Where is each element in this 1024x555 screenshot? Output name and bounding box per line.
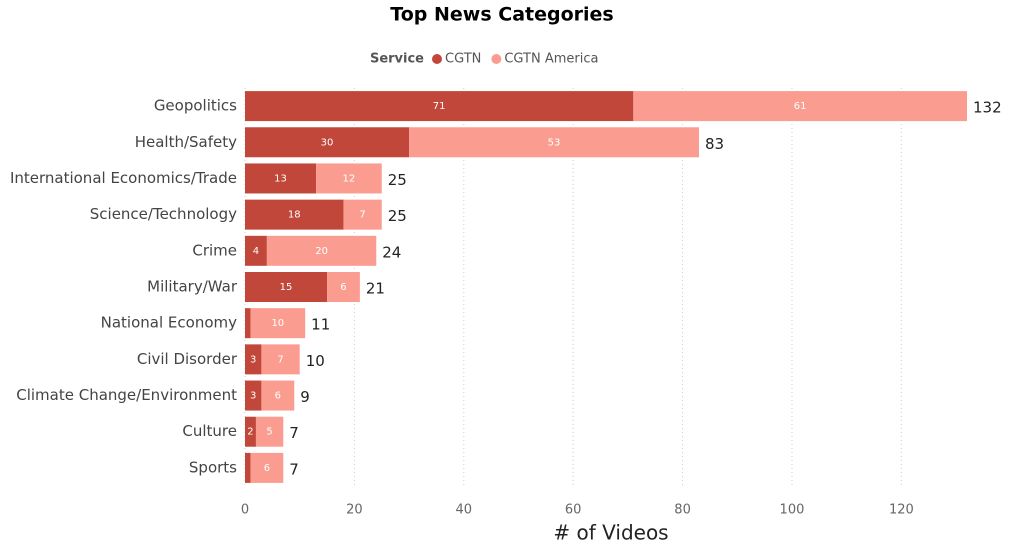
segment-label: 7 xyxy=(359,210,365,221)
segment-label: 6 xyxy=(264,463,270,474)
x-tick-label: 80 xyxy=(674,503,691,518)
total-label: 25 xyxy=(388,171,407,189)
segment-label: 18 xyxy=(288,210,301,221)
legend-marker xyxy=(432,54,442,64)
legend-label: CGTN America xyxy=(504,52,598,67)
total-label: 25 xyxy=(388,207,407,225)
bar-segment xyxy=(245,127,410,158)
bar-segment xyxy=(245,452,251,483)
segment-label: 2 xyxy=(247,427,253,438)
y-tick-label: National Economy xyxy=(101,314,237,332)
x-tick-label: 100 xyxy=(780,503,805,518)
segment-label: 5 xyxy=(266,427,272,438)
legend-marker xyxy=(491,54,502,64)
bar-segment xyxy=(245,272,328,302)
segment-label: 30 xyxy=(321,137,334,148)
segment-label: 61 xyxy=(794,101,807,112)
total-label: 24 xyxy=(382,243,401,261)
segment-label: 53 xyxy=(548,137,561,148)
bar-segment xyxy=(245,163,317,194)
bar-segment xyxy=(266,235,377,266)
y-tick-label: Science/Technology xyxy=(90,205,237,223)
y-tick-label: Sports xyxy=(189,458,237,476)
bar-segment xyxy=(245,344,262,375)
y-tick-label: Crime xyxy=(192,241,237,259)
segment-label: 6 xyxy=(340,282,346,293)
total-label: 7 xyxy=(289,424,299,442)
x-tick-label: 60 xyxy=(565,503,582,518)
y-tick-label: Military/War xyxy=(147,278,238,296)
chart-title: Top News Categories xyxy=(390,4,613,26)
bar-segment xyxy=(343,199,382,230)
y-tick-label: Climate Change/Environment xyxy=(16,386,237,404)
segment-label: 3 xyxy=(250,354,256,365)
bar-segment xyxy=(245,91,634,122)
y-tick-label: Civil Disorder xyxy=(137,350,238,368)
legend-title: Service xyxy=(370,52,424,67)
segment-label: 6 xyxy=(275,391,281,402)
bar-segment xyxy=(245,380,262,411)
legend-label: CGTN xyxy=(445,52,481,67)
y-tick-label: Geopolitics xyxy=(154,97,237,115)
bar-segment xyxy=(261,344,300,375)
segment-label: 3 xyxy=(250,391,256,402)
total-label: 9 xyxy=(300,388,310,406)
total-label: 11 xyxy=(311,316,330,334)
bar-segment xyxy=(316,163,382,194)
total-label: 7 xyxy=(289,460,299,478)
bar-segment xyxy=(250,452,284,483)
segment-label: 12 xyxy=(343,173,356,184)
segment-label: 10 xyxy=(271,318,284,329)
segment-label: 7 xyxy=(277,354,283,365)
bar-segment xyxy=(327,272,360,302)
bar-segment xyxy=(250,308,306,339)
segment-label: 15 xyxy=(280,282,293,293)
bar-segment xyxy=(245,416,256,447)
y-tick-label: International Economics/Trade xyxy=(10,169,237,187)
bar-segment xyxy=(245,308,251,339)
y-tick-label: Health/Safety xyxy=(135,133,237,151)
x-tick-label: 20 xyxy=(346,503,363,518)
bar-segment xyxy=(261,380,295,411)
segment-label: 71 xyxy=(433,101,446,112)
bar-segment xyxy=(633,91,967,122)
segment-label: 20 xyxy=(315,246,328,257)
total-label: 132 xyxy=(973,99,1002,117)
bar-segment xyxy=(409,127,699,158)
bar-segment xyxy=(245,199,344,230)
segment-label: 13 xyxy=(274,173,287,184)
x-tick-label: 120 xyxy=(889,503,914,518)
y-tick-label: Culture xyxy=(182,422,237,440)
bar-segment xyxy=(245,235,267,266)
bar-segment xyxy=(255,416,284,447)
x-axis-label: # of Videos xyxy=(553,521,668,545)
total-label: 21 xyxy=(366,280,385,298)
x-tick-label: 40 xyxy=(456,503,473,518)
total-label: 10 xyxy=(306,352,325,370)
x-tick-label: 0 xyxy=(241,503,249,518)
segment-label: 4 xyxy=(253,246,259,257)
total-label: 83 xyxy=(705,135,724,153)
